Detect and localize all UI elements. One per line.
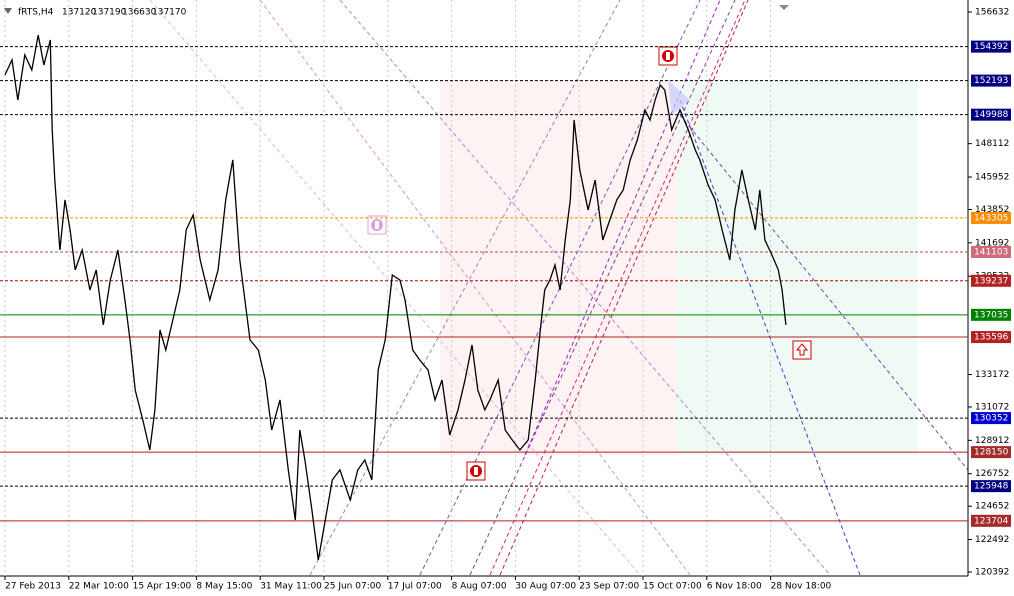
drawings [4,0,969,576]
x-tick-label: 25 Jun 07:00 [324,582,381,592]
level-label: 143305 [974,213,1008,223]
trend-line [309,0,621,576]
ohlc-value: 137190 [92,8,127,18]
zone-pink [440,80,677,455]
x-tick-label: 8 May 15:00 [196,582,252,592]
y-tick-label: 143852 [975,205,1009,215]
level-label: 152193 [974,76,1008,86]
y-tick-label: 120392 [975,568,1009,578]
ohlc-value: 136630 [122,8,157,18]
level-label-box [971,308,1011,321]
zone-green [677,80,917,455]
chart-title: fRTS,H4 [18,8,54,18]
marker [792,340,812,360]
level-label-box [971,514,1011,527]
level-label: 135596 [974,333,1009,343]
y-tick-label: 156632 [975,8,1009,18]
level-label-box [971,108,1011,121]
level-label: 137035 [974,310,1008,320]
level-label-box [971,74,1011,87]
trend-line [259,0,691,576]
level-label: 149988 [974,110,1009,120]
ohlc-value: 137170 [152,8,187,18]
trend-line [524,0,721,456]
marker [658,46,678,66]
menu-icon [4,8,12,14]
level-label-box [971,331,1011,344]
y-tick-label: 145952 [975,173,1009,183]
trend-line [679,114,969,471]
x-tick-label: 23 Sep 07:00 [579,582,639,592]
x-tick-label: 6 Nov 18:00 [707,582,762,592]
trend-line [469,0,736,576]
x-tick-label: 27 Feb 2013 [5,582,61,592]
level-label: 123704 [974,516,1009,526]
ohlc-value: 137120 [62,8,97,18]
x-tick-label: 15 Apr 19:00 [133,582,192,592]
y-tick-label: 128912 [975,436,1009,446]
level-label: 139237 [974,276,1008,286]
level-label-box [971,446,1011,459]
level-label-box [971,211,1011,224]
y-tick-label: 141692 [975,238,1009,248]
level-label-box [971,40,1011,53]
level-label: 130352 [974,414,1008,424]
x-tick-label: 8 Aug 07:00 [452,582,507,592]
level-label: 128150 [974,448,1009,458]
x-tick-label: 28 Nov 18:00 [771,582,832,592]
level-label-box [971,274,1011,287]
y-tick-label: 124652 [975,502,1009,512]
x-tick-label: 17 Jul 07:00 [388,582,442,592]
level-label-box [971,480,1011,493]
marker [466,461,486,481]
x-tick-label: 15 Oct 07:00 [643,582,702,592]
x-tick-label: 22 Mar 10:00 [69,582,129,592]
y-tick-label: 131072 [975,402,1009,412]
level-label: 154392 [974,42,1008,52]
level-label-box [971,412,1011,425]
triangle [668,80,690,115]
y-tick-label: 122492 [975,535,1009,545]
y-tick-label: 133172 [975,370,1009,380]
x-tick-label: 30 Aug 07:00 [515,582,576,592]
level-label: 125948 [974,482,1009,492]
y-tick-label: 148112 [975,139,1009,149]
level-label-box [971,245,1011,258]
level-label: 141103 [974,247,1008,257]
scroll-marker [779,5,789,10]
price-line [4,34,787,561]
y-tick-label: 126752 [975,469,1009,479]
marker [367,215,387,235]
x-tick-label: 31 May 11:00 [260,582,322,592]
